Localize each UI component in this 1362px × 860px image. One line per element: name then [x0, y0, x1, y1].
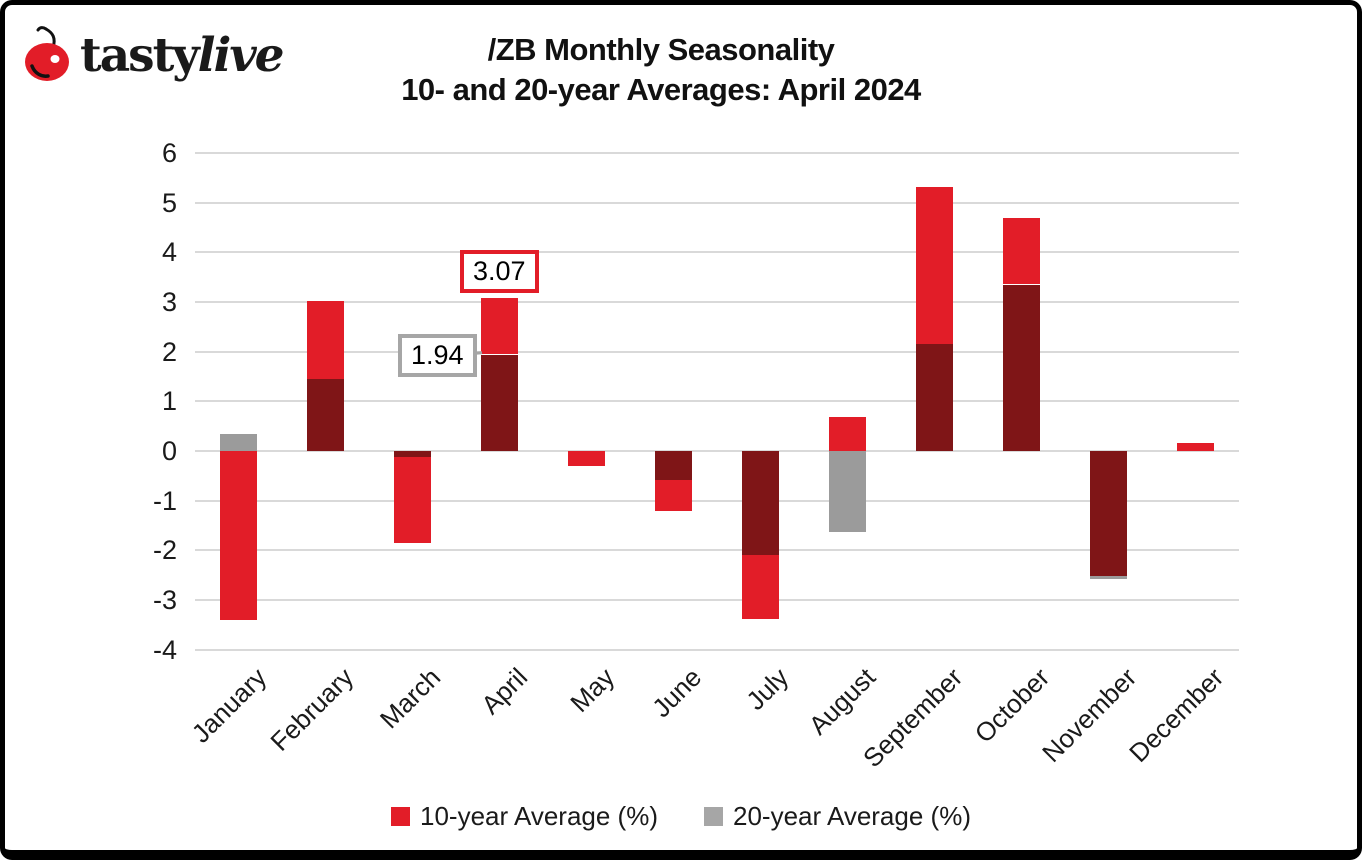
bar-october-overlap	[1003, 285, 1040, 451]
chart-title: /ZB Monthly Seasonality	[487, 32, 835, 67]
bar-january-10yr	[220, 451, 257, 620]
bar-september-10yr	[916, 187, 953, 344]
bar-july-overlap	[742, 451, 779, 555]
y-axis-tick-label: 3	[161, 287, 177, 317]
bar-october-10yr	[1003, 218, 1040, 284]
cherry-icon	[22, 24, 74, 87]
y-axis-tick-label: 6	[161, 138, 177, 168]
bar-november-overlap	[1090, 451, 1127, 576]
gridline-y5	[195, 202, 1239, 204]
gridline-y6	[195, 152, 1239, 154]
bar-february-10yr	[307, 301, 344, 379]
bar-july-10yr	[742, 555, 779, 619]
gridline-y1	[195, 400, 1239, 402]
legend-label-20yr: 20-year Average (%)	[733, 801, 971, 831]
bar-december-10yr	[1177, 443, 1214, 451]
bar-november-20yr	[1090, 576, 1127, 579]
bar-february-overlap	[307, 378, 344, 451]
bar-april-overlap	[481, 355, 518, 451]
gridline-y4	[195, 251, 1239, 253]
gridline-y-4	[195, 649, 1239, 651]
bar-august-20yr	[829, 451, 866, 532]
gridline-y0	[195, 450, 1239, 452]
y-axis-tick-label: 1	[161, 386, 177, 416]
bar-march-overlap	[394, 451, 431, 457]
brand-wordmark: tastylive	[80, 27, 285, 83]
legend-label-10yr: 10-year Average (%)	[420, 801, 658, 831]
data-label-20yr-april: 1.94	[398, 334, 477, 377]
gridline-y3	[195, 301, 1239, 303]
legend: 10-year Average (%) 20-year Average (%)	[0, 801, 1362, 832]
y-axis-tick-label: 2	[161, 337, 177, 367]
legend-swatch-20yr	[704, 807, 723, 826]
legend-item-10yr: 10-year Average (%)	[391, 801, 658, 832]
bar-may-10yr	[568, 451, 605, 466]
legend-swatch-10yr	[391, 807, 411, 826]
chart-subtitle: 10- and 20-year Averages: April 2024	[401, 72, 921, 107]
gridline-y-3	[195, 599, 1239, 601]
y-axis-tick-label: -3	[152, 585, 177, 615]
y-axis-tick-label: -1	[152, 486, 177, 516]
y-axis-tick-label: 4	[161, 237, 177, 267]
y-axis-tick-label: 0	[161, 436, 177, 466]
gridline-y2	[195, 351, 1239, 353]
chart-title-block: /ZB Monthly Seasonality 10- and 20-year …	[0, 30, 1322, 110]
bar-august-10yr	[829, 417, 866, 451]
bar-april-10yr	[481, 298, 518, 354]
bar-june-overlap	[655, 451, 692, 480]
bar-june-10yr	[655, 480, 692, 511]
tastylive-logo: tastylive	[22, 24, 285, 87]
y-axis-tick-label: -4	[152, 635, 177, 665]
bar-september-overlap	[916, 343, 953, 451]
bar-march-10yr	[394, 457, 431, 543]
y-axis-tick-label: 5	[161, 188, 177, 218]
data-label-10yr-april: 3.07	[460, 250, 539, 293]
y-axis-tick-label: -2	[152, 535, 177, 565]
bar-january-20yr	[220, 434, 257, 451]
gridline-y-2	[195, 549, 1239, 551]
gridline-y-1	[195, 500, 1239, 502]
legend-item-20yr: 20-year Average (%)	[704, 801, 971, 832]
